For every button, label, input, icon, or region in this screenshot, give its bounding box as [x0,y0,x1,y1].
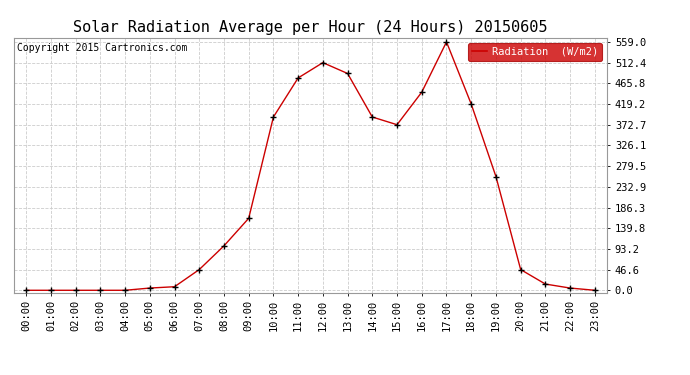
Text: Copyright 2015 Cartronics.com: Copyright 2015 Cartronics.com [17,43,187,52]
Title: Solar Radiation Average per Hour (24 Hours) 20150605: Solar Radiation Average per Hour (24 Hou… [73,20,548,35]
Legend: Radiation  (W/m2): Radiation (W/m2) [468,43,602,61]
